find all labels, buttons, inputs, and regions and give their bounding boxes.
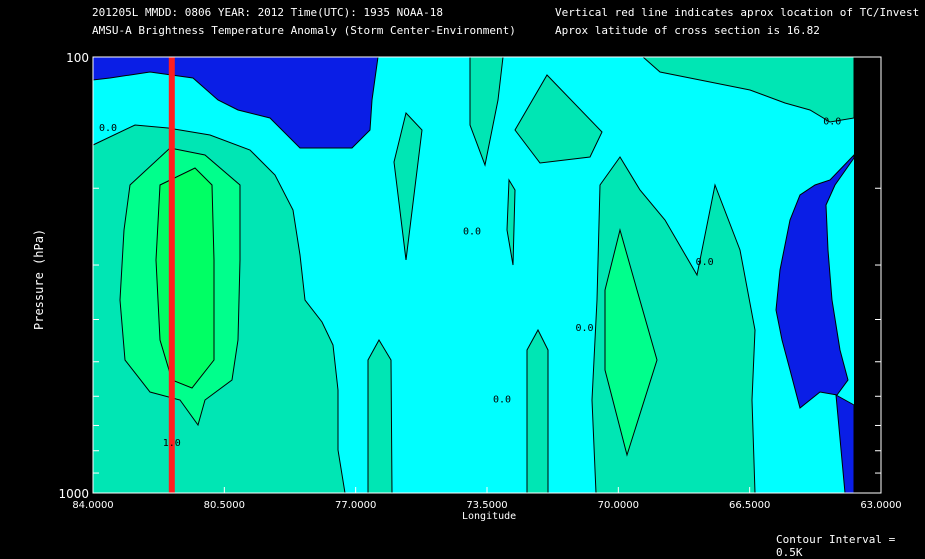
x-axis-label: Longitude <box>462 511 517 522</box>
plus-half-region-right <box>604 228 658 457</box>
contour-label: 0.0 <box>493 394 511 405</box>
y-axis-label: Pressure (hPa) <box>32 228 46 330</box>
x-tick-label: 63.0000 <box>860 500 901 511</box>
contour-interval-note: Contour Interval = 0.5K <box>776 533 896 559</box>
tc-line-note: Vertical red line indicates aprox locati… <box>555 6 920 19</box>
contour-labels: 0.0 0.0 0.0 0.0 0.0 0.0 1.0 <box>99 117 841 449</box>
x-ticks <box>92 487 882 493</box>
contour-label: 0.0 <box>99 123 117 134</box>
x-tick-labels: 84.0000 80.5000 77.0000 73.5000 70.0000 66.50… <box>72 500 901 511</box>
contour-label: 0.0 <box>823 117 841 128</box>
zero-contour-region-spike-3 <box>514 74 603 164</box>
plus-one-region <box>155 167 215 389</box>
zero-contour-region-spike-1 <box>393 111 423 261</box>
y-tick-label: 1000 <box>58 487 89 501</box>
zero-contour-region-spike-4 <box>506 178 516 266</box>
negative-anomaly-region-top-left <box>92 56 379 149</box>
x-tick-label: 70.0000 <box>598 500 639 511</box>
contour-label: 0.0 <box>463 226 481 237</box>
zero-contour-region-spike-6 <box>526 328 549 494</box>
x-tick-label: 84.0000 <box>72 500 113 511</box>
latitude-note: Aprox latitude of cross section is 16.82 <box>555 24 820 37</box>
contour-label: 1.0 <box>163 438 181 449</box>
header-info-line: 201205L MMDD: 0806 YEAR: 2012 Time(UTC):… <box>92 6 443 19</box>
negative-anomaly-region-right <box>775 153 855 409</box>
y-tick-label: 100 <box>66 51 89 65</box>
zero-contour-region-spike-5 <box>367 338 393 494</box>
no-data-region <box>854 57 881 493</box>
x-tick-label: 77.0000 <box>335 500 376 511</box>
contour-label: 0.0 <box>576 323 594 334</box>
y-minor-ticks <box>93 187 881 474</box>
x-tick-label: 80.5000 <box>204 500 245 511</box>
chart-title: AMSU-A Brightness Temperature Anomaly (S… <box>92 24 516 37</box>
x-tick-label: 66.5000 <box>729 500 770 511</box>
y-tick-labels: 100 1000 <box>58 51 89 501</box>
plot-area: 0.0 0.0 0.0 0.0 0.0 0.0 1.0 <box>92 56 882 494</box>
zero-contour-region-top-right <box>641 56 855 123</box>
contour-label: 0.0 <box>696 257 714 268</box>
x-tick-label: 73.5000 <box>466 500 507 511</box>
